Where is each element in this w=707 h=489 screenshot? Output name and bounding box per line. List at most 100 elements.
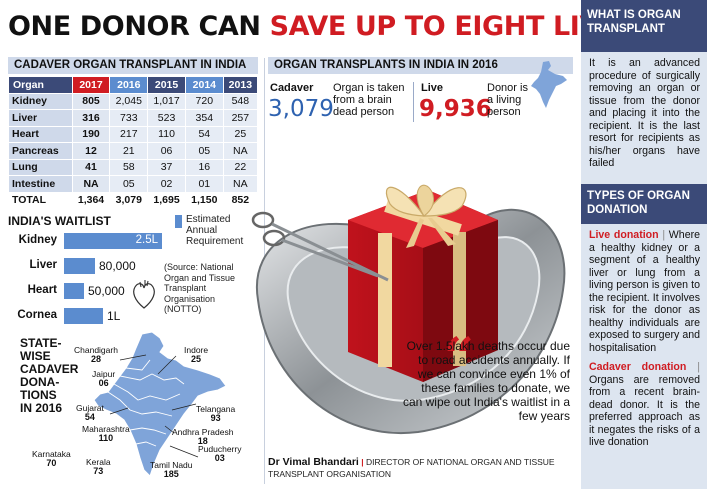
total-cell: TOTAL bbox=[8, 191, 73, 209]
map-state-label: Puducherry 03 bbox=[198, 445, 241, 463]
organ-name-cell: Kidney bbox=[8, 92, 73, 110]
sidebar: WHAT IS ORGAN TRANSPLANT It is an advanc… bbox=[581, 0, 707, 489]
live-value: 9,936 bbox=[419, 96, 492, 122]
table-cell: 2,045 bbox=[109, 92, 149, 110]
table-cell: 25 bbox=[222, 125, 259, 143]
table-cell: 720 bbox=[184, 92, 224, 110]
organ-name-cell: Liver bbox=[8, 109, 73, 127]
waitlist-source: (Source: National Organ and Tissue Trans… bbox=[164, 262, 236, 314]
byline: Dr Vimal Bhandari | DIRECTOR OF NATIONAL… bbox=[268, 456, 573, 480]
map-state-label: Jaipur 06 bbox=[92, 370, 115, 388]
byline-role: DIRECTOR OF NATIONAL ORGAN AND TISSUE TR… bbox=[268, 457, 555, 479]
table-cell: 41 bbox=[71, 158, 111, 176]
waitlist-bar bbox=[64, 233, 162, 249]
gift-tray-illustration bbox=[251, 184, 566, 435]
header-organ: Organ bbox=[8, 76, 73, 94]
state-value: 18 bbox=[197, 436, 208, 446]
india-map bbox=[93, 331, 227, 477]
table-cell: 02 bbox=[147, 175, 186, 193]
total-cell: 3,079 bbox=[109, 191, 149, 209]
map-title-line: DONA- bbox=[20, 375, 60, 389]
state-name: Puducherry bbox=[198, 444, 242, 454]
waitlist-label: Kidney bbox=[18, 234, 57, 246]
table-cell: 523 bbox=[147, 109, 186, 127]
state-name: Gujarat bbox=[76, 403, 104, 413]
table-cell: 1,017 bbox=[147, 92, 186, 110]
waitlist-bar bbox=[64, 308, 103, 324]
waitlist-value: 2.5L bbox=[135, 234, 158, 246]
state-value: 93 bbox=[210, 413, 221, 423]
header-2014: 2014 bbox=[184, 76, 224, 94]
map-state-label: Andhra Pradesh 18 bbox=[172, 428, 233, 446]
table-cell: 37 bbox=[147, 158, 186, 176]
state-name: Telangana bbox=[196, 404, 236, 414]
cadaver-desc: Organ is taken from a brain dead person bbox=[333, 82, 405, 118]
map-title-line: TIONS bbox=[20, 388, 57, 402]
headline-part1: ONE DONOR CAN bbox=[8, 11, 261, 42]
cadaver-donation-text: Organs are removed from a recent brain-d… bbox=[589, 373, 700, 449]
stat-separator bbox=[413, 82, 414, 122]
transplant-table: Organ 2017 2016 2015 2014 2013 Kidney 805… bbox=[8, 76, 259, 209]
map-title-line: STATE- bbox=[20, 336, 62, 350]
map-state-label: Telangana 93 bbox=[196, 405, 235, 423]
heart-organ-icon bbox=[133, 280, 155, 309]
state-value: 110 bbox=[98, 433, 114, 443]
map-state-label: Kerala 73 bbox=[86, 458, 111, 476]
waitlist-label: Heart bbox=[27, 284, 57, 296]
total-cell: 1,150 bbox=[184, 191, 224, 209]
map-state-label: Tamil Nadu 185 bbox=[150, 461, 193, 479]
organ-name-cell: Intestine bbox=[8, 175, 73, 193]
waitlist-value: 1L bbox=[107, 309, 121, 323]
byline-name: Dr Vimal Bhandari bbox=[268, 456, 359, 468]
cadaver-label: Cadaver bbox=[270, 82, 314, 94]
waitlist-bar bbox=[64, 258, 95, 274]
state-name: Maharashtra bbox=[82, 424, 130, 434]
state-value: 70 bbox=[46, 458, 57, 468]
map-state-label: Chandigarh 28 bbox=[74, 346, 118, 364]
live-donation-text: Where a healthy kidney or a segment of a… bbox=[589, 229, 700, 354]
table-cell: 354 bbox=[184, 109, 224, 127]
label-separator: | bbox=[697, 361, 700, 373]
state-name: Andhra Pradesh bbox=[172, 427, 234, 437]
table-cell: NA bbox=[222, 175, 259, 193]
table-cell: 110 bbox=[147, 125, 186, 143]
label-separator: | bbox=[662, 229, 666, 241]
map-title-line: IN 2016 bbox=[20, 401, 63, 415]
table-header-row: Organ 2017 2016 2015 2014 2013 bbox=[8, 76, 259, 94]
state-value: 28 bbox=[90, 354, 101, 364]
waitlist-label: Liver bbox=[29, 259, 58, 271]
organ-name-cell: Pancreas bbox=[8, 142, 73, 160]
map-title-line: CADAVER bbox=[20, 362, 79, 376]
sidebar-live-donation: Live donation | Where a healthy kidney o… bbox=[581, 224, 707, 359]
table-cell: 54 bbox=[184, 125, 224, 143]
sidebar-cadaver-donation: Cadaver donation | Organs are removed fr… bbox=[581, 359, 707, 454]
state-value: 185 bbox=[163, 469, 179, 479]
map-state-label: Karnataka 70 bbox=[32, 450, 71, 468]
table-cell: NA bbox=[71, 175, 111, 193]
state-name: Kerala bbox=[86, 457, 111, 467]
total-cell: 1,695 bbox=[147, 191, 186, 209]
byline-separator: | bbox=[361, 457, 364, 467]
state-value: 06 bbox=[98, 378, 109, 388]
state-value: 25 bbox=[191, 354, 202, 364]
cadaver-value: 3,079 bbox=[268, 96, 334, 122]
table-cell: 22 bbox=[222, 158, 259, 176]
header-2013: 2013 bbox=[222, 76, 259, 94]
organ-name-cell: Heart bbox=[8, 125, 73, 143]
table-cell: 316 bbox=[71, 109, 111, 127]
state-value: 03 bbox=[214, 453, 225, 463]
table-row: Kidney 805 2,045 1,017 720 548 bbox=[8, 92, 259, 110]
live-desc: Donor is a living person bbox=[487, 82, 528, 118]
total-cell: 852 bbox=[222, 191, 259, 209]
total-cell: 1,364 bbox=[71, 191, 111, 209]
sidebar-definition: It is an advanced procedure of surgicall… bbox=[589, 57, 700, 169]
waitlist-bar bbox=[64, 283, 84, 299]
waitlist-value: 80,000 bbox=[99, 259, 136, 273]
table-cell: 05 bbox=[109, 175, 149, 193]
headline: ONE DONOR CAN SAVE UP TO EIGHT LIVES bbox=[8, 4, 637, 50]
map-state-label: Gujarat 54 bbox=[76, 404, 104, 422]
map-state-label: Maharashtra 110 bbox=[82, 425, 130, 443]
state-value: 73 bbox=[93, 466, 104, 476]
